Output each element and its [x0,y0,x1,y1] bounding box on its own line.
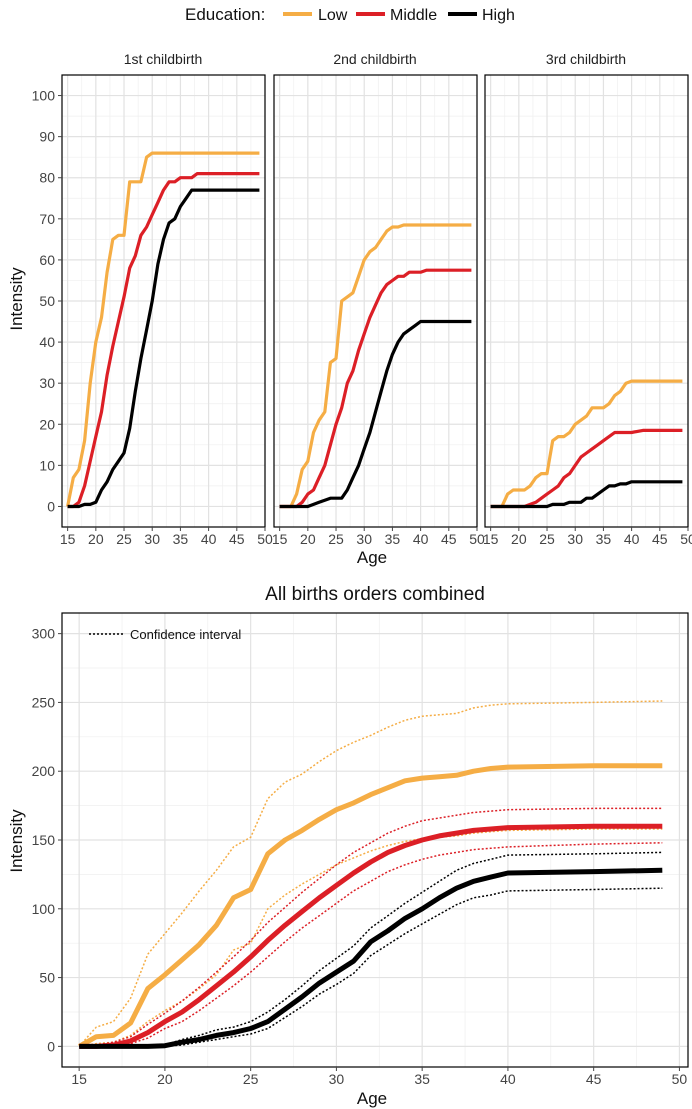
ci-upper-middle [79,807,663,1048]
ci-legend: Confidence interval [89,627,241,642]
strip-header [62,45,265,75]
panel-border [273,74,478,528]
x-tick-label: 25 [539,531,555,547]
x-tick-label: 50 [672,1071,688,1087]
y-tick-label: 250 [32,694,56,710]
y-tick-label: 150 [32,832,56,848]
grid [485,75,689,527]
legend-label-high: High [482,7,515,24]
strip-header [485,45,688,75]
panel-2nd-childbirth: 15 20 25 30 35 40 45 50 [272,45,485,547]
series-line-low [279,223,472,509]
y-axis-title-top: Intensity [7,267,26,331]
series-line-middle [279,268,472,509]
bottom-chart-title: All births orders combined [265,584,485,605]
y-tick-label: 30 [39,375,55,391]
panel-border [484,74,689,528]
y-tick-label: 50 [39,970,55,986]
x-tick-label: 30 [567,531,583,547]
x-tick-label: 45 [652,531,668,547]
x-axis-title-bottom: Age [357,1089,387,1108]
series-line-high [279,319,472,509]
strip-label-3rd: 3rd childbirth [546,51,626,67]
legend-label-middle: Middle [390,7,437,24]
series-line-low [490,379,683,509]
legend: Education: Low Middle High [185,5,515,24]
legend-title: Education: [185,5,265,24]
x-tick-label: 40 [500,1071,516,1087]
x-tick-label: 30 [144,531,160,547]
x-tick-label: 40 [201,531,217,547]
x-tick-label: 50 [257,531,273,547]
x-tick-label: 35 [173,531,189,547]
x-tick-label: 30 [356,531,372,547]
x-tick-label: 25 [328,531,344,547]
panel-all-births-combined: 15 20 25 30 35 40 45 50 0 50 100 150 200 250 300 [32,612,689,1087]
x-tick-label: 50 [680,531,692,547]
y-tick-label: 40 [39,334,55,350]
x-tick-label: 45 [229,531,245,547]
grid [274,75,478,527]
x-tick-label: 45 [586,1071,602,1087]
x-axis-title-top: Age [357,548,387,567]
x-tick-label: 35 [414,1071,430,1087]
y-tick-label: 0 [47,1038,55,1054]
y-tick-label: 50 [39,293,55,309]
panel-3rd-childbirth: 15 20 25 30 35 40 45 50 [483,45,692,547]
series-line-middle [79,823,663,1049]
ci-legend-label: Confidence interval [130,627,241,642]
grid [62,613,688,1067]
y-tick-label: 100 [32,88,56,104]
x-tick-label: 40 [624,531,640,547]
x-tick-label: 50 [469,531,485,547]
x-tick-label: 40 [413,531,429,547]
x-tick-label: 20 [157,1071,173,1087]
y-tick-label: 200 [32,763,56,779]
x-tick-label: 45 [441,531,457,547]
y-tick-label: 100 [32,901,56,917]
x-tick-label: 30 [329,1071,345,1087]
series-line-high [67,188,260,509]
legend-label-low: Low [318,7,348,24]
series-line-low [77,763,663,1049]
x-tick-label: 15 [272,531,288,547]
x-tick-label: 35 [385,531,401,547]
ci-upper-low [78,700,663,1047]
x-tick-label: 15 [483,531,499,547]
y-axis-title-bottom: Intensity [7,809,26,873]
y-tick-label: 0 [47,498,55,514]
series-line-low [66,151,260,507]
x-tick-label: 15 [60,531,76,547]
y-tick-label: 70 [39,211,55,227]
strip-label-2nd: 2nd childbirth [333,51,416,67]
strip-header [274,45,477,75]
series-line-middle [67,172,260,509]
y-tick-label: 90 [39,129,55,145]
ci-lower-low [79,828,663,1048]
strip-label-1st: 1st childbirth [124,51,203,67]
x-tick-label: 25 [116,531,132,547]
panel-1st-childbirth: 15 20 25 30 35 40 45 50 0 10 20 30 40 50 60 70 80 90 100 [32,45,273,547]
x-tick-label: 15 [71,1071,87,1087]
y-tick-label: 300 [32,626,56,642]
x-tick-label: 20 [88,531,104,547]
x-tick-label: 20 [300,531,316,547]
x-tick-label: 35 [596,531,612,547]
y-tick-label: 80 [39,170,55,186]
y-tick-label: 20 [39,416,55,432]
x-tick-label: 25 [243,1071,259,1087]
x-tick-label: 20 [511,531,527,547]
series-line-high [79,867,663,1049]
y-tick-label: 60 [39,252,55,268]
series-line-high [490,480,683,509]
y-tick-label: 10 [39,457,55,473]
